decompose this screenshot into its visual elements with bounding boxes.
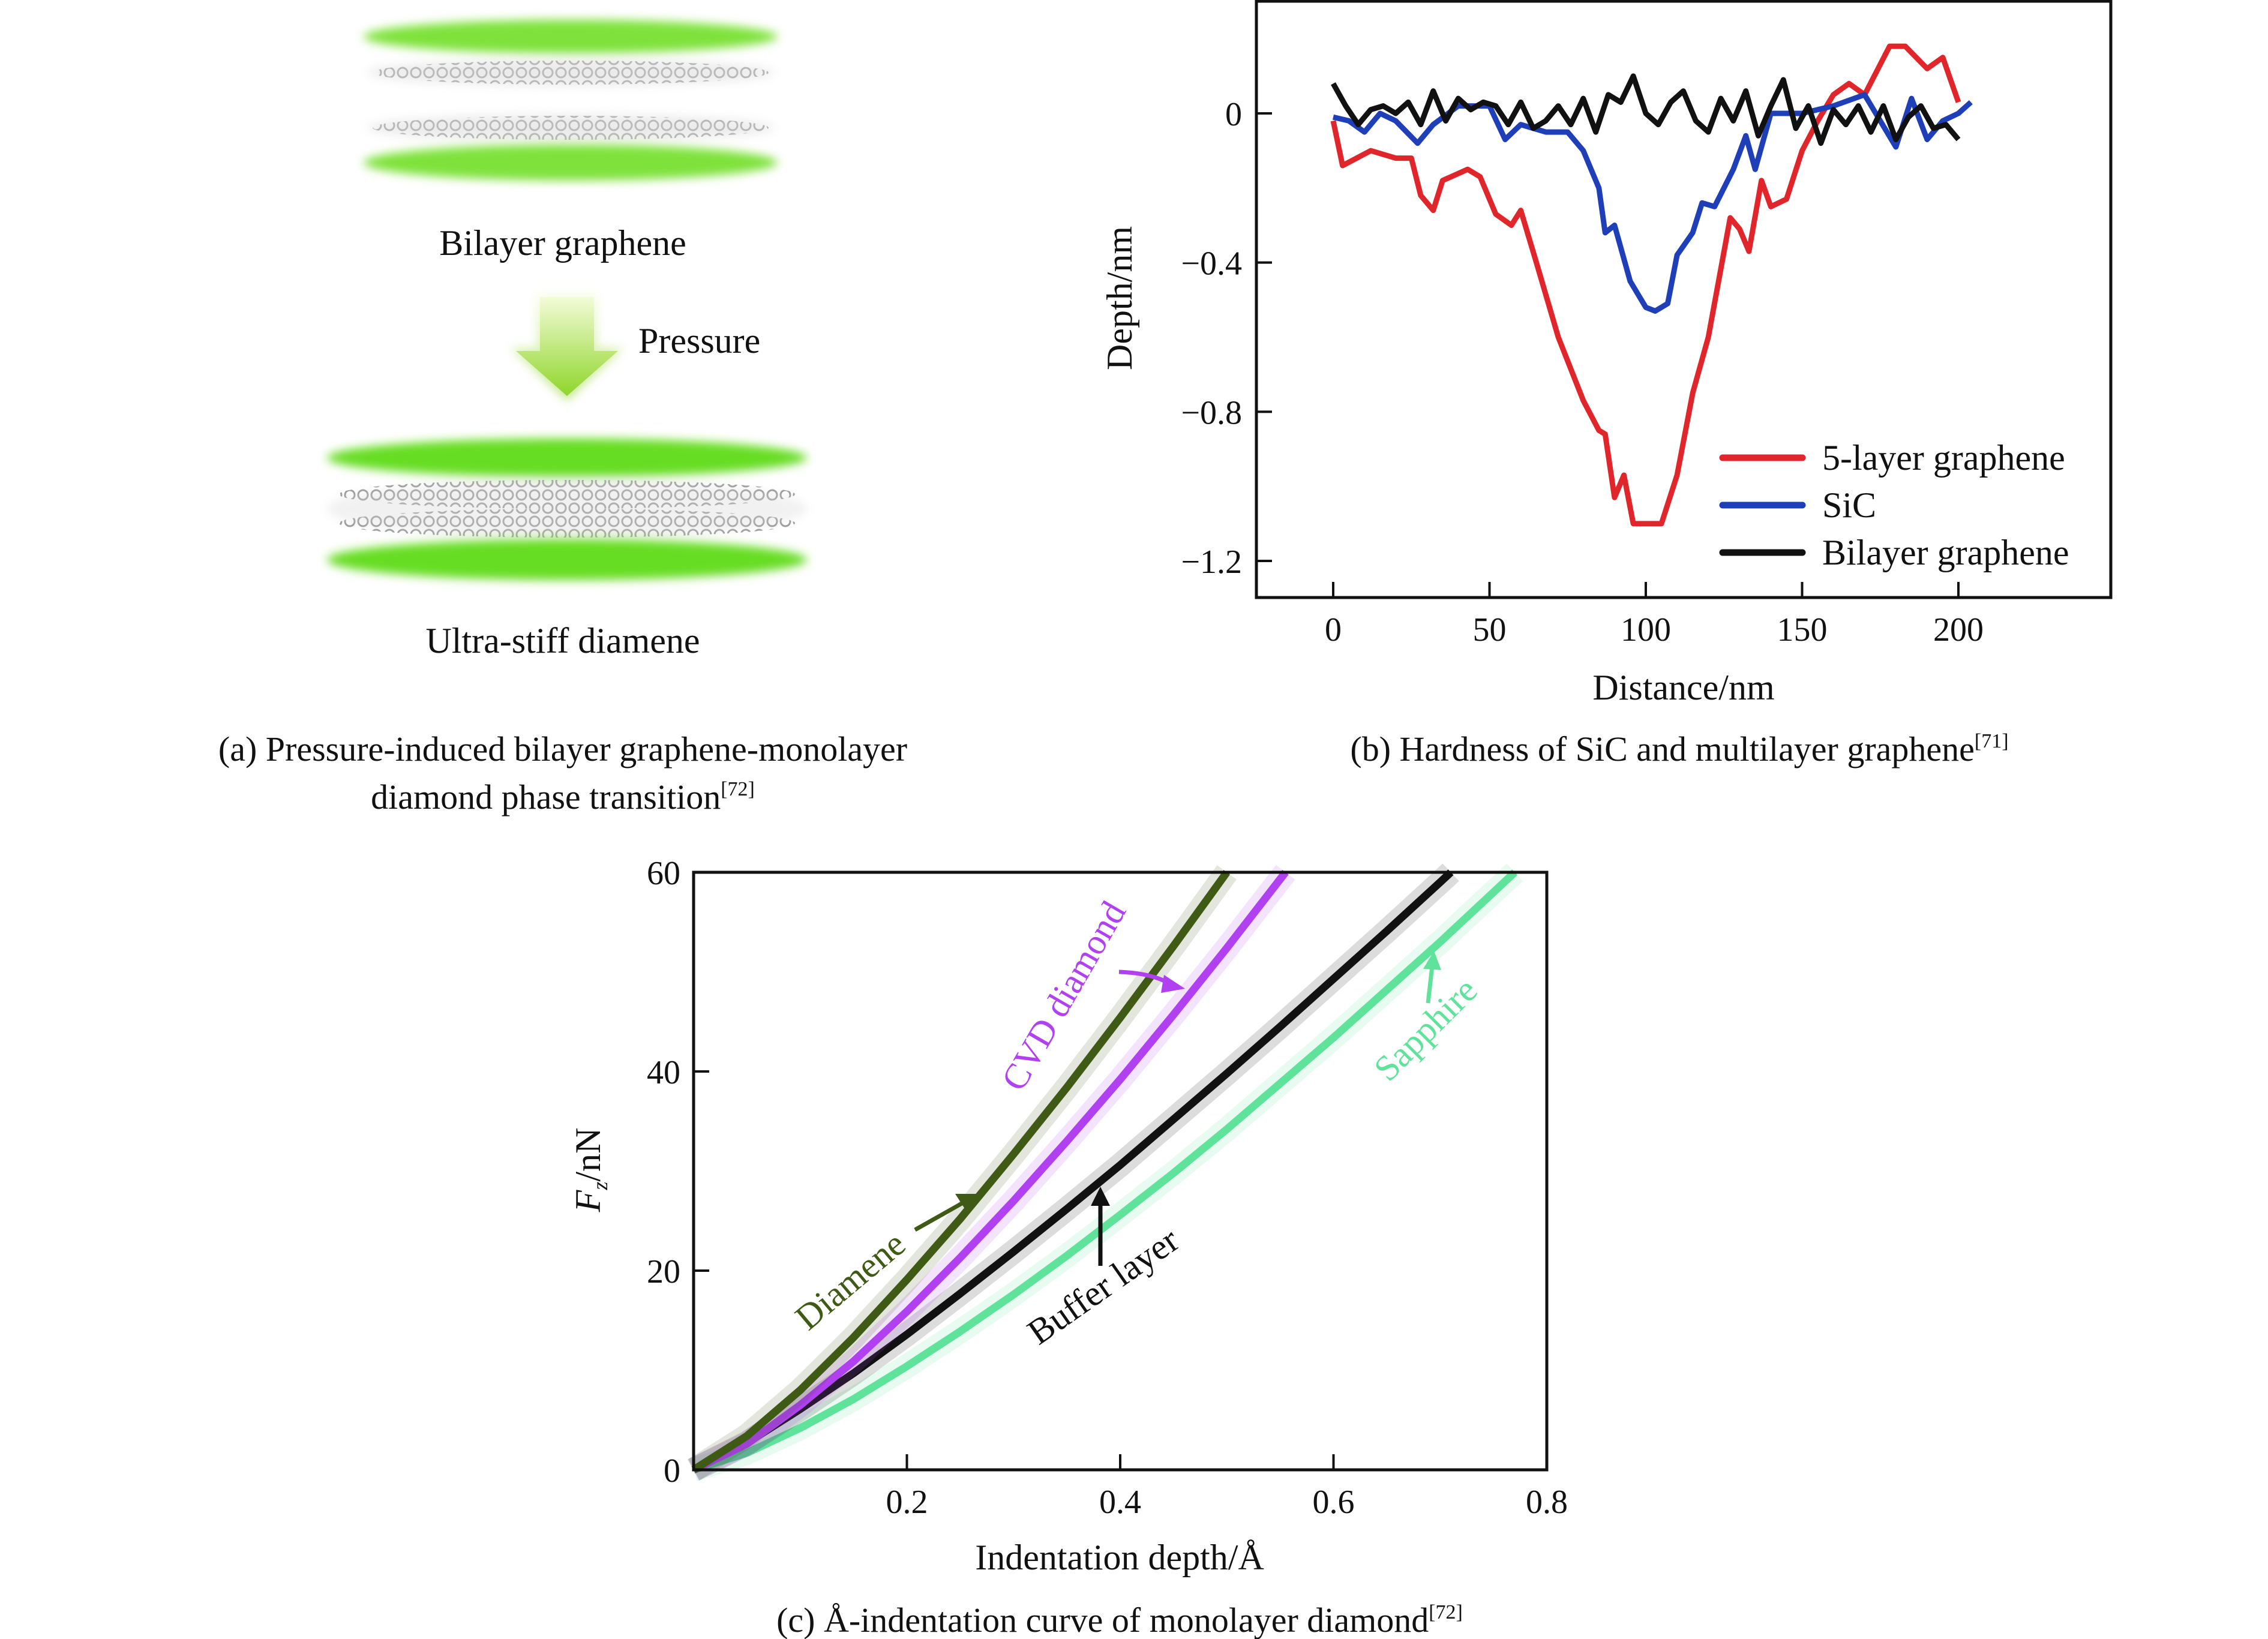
series-line-sapphire	[692, 869, 1518, 1474]
x-tick-label: 200	[1933, 611, 1984, 649]
y-tick-label: 0	[664, 1452, 680, 1490]
panel-a-caption-line2: diamond phase transition[72]	[371, 778, 755, 817]
diamene-arrow-icon	[914, 1194, 979, 1232]
legend-label: SiC	[1822, 485, 1876, 525]
caption-text: diamond phase transition	[371, 778, 721, 817]
y-tick-label: −0.4	[1181, 245, 1242, 283]
pressure-label: Pressure	[638, 321, 760, 361]
x-tick-label: 0.4	[1099, 1484, 1141, 1521]
diamene-label: Ultra-stiff diamene	[425, 621, 700, 661]
caption-ref: [72]	[1429, 1601, 1463, 1623]
caption-ref: [72]	[721, 778, 755, 800]
y-tick-label: −1.2	[1181, 544, 1242, 581]
annotation-cvd-diamond: CVD diamond	[994, 894, 1133, 1097]
series-line-bilayer-graphene	[1331, 73, 1961, 146]
series-line-diamene-band	[687, 865, 1237, 1480]
x-axis-label: Distance/nm	[1592, 668, 1774, 707]
buffer-layer-arrow-icon	[1091, 1187, 1110, 1266]
y-tick-label: 20	[647, 1253, 680, 1290]
x-tick-label: 50	[1473, 611, 1507, 649]
series-line-sic	[1332, 92, 1973, 314]
cvd-diamond-arrow-icon	[1118, 969, 1185, 993]
legend-label: 5-layer graphene	[1822, 438, 2065, 478]
y-tick-label: 0	[1225, 96, 1242, 133]
y-label-unit: /nN	[568, 1128, 608, 1182]
caption-text: (b) Hardness of SiC and multilayer graph…	[1350, 730, 1975, 769]
y-label-sub: z	[588, 1182, 612, 1191]
x-axis-label: Indentation depth/Å	[975, 1538, 1264, 1577]
plot-frame	[1255, 0, 2113, 599]
series-line-buffer-layer	[692, 869, 1454, 1473]
series-line-diamene	[691, 870, 1231, 1473]
panel-a: Bilayer graphene Pressure Ultra-stiff di…	[218, 20, 907, 817]
x-tick-label: 150	[1777, 611, 1828, 649]
bilayer-graphene-illustration	[364, 20, 778, 181]
series-line-5-layer-graphene	[1330, 43, 1961, 527]
panel-c-caption: (c) Å-indentation curve of monolayer dia…	[776, 1601, 1463, 1639]
y-tick-label: 60	[647, 855, 680, 892]
x-tick-label: 0	[1325, 611, 1342, 649]
diamene-illustration	[327, 439, 807, 580]
pressure-arrow-icon	[510, 294, 624, 401]
sapphire-arrow-icon	[1423, 951, 1441, 1004]
panel-a-caption-line1: (a) Pressure-induced bilayer graphene-mo…	[218, 730, 907, 769]
x-tick-label: 0.6	[1313, 1484, 1355, 1521]
x-tick-label: 0.2	[886, 1484, 928, 1521]
bilayer-graphene-label: Bilayer graphene	[439, 223, 686, 263]
y-tick-label: −0.8	[1181, 394, 1242, 431]
x-tick-label: 100	[1621, 611, 1671, 649]
caption-text: (c) Å-indentation curve of monolayer dia…	[776, 1601, 1429, 1639]
series-line-cvd-diamond	[692, 870, 1289, 1473]
panel-b-caption: (b) Hardness of SiC and multilayer graph…	[1350, 730, 2008, 769]
y-axis-label: Depth/nm	[1100, 226, 1139, 370]
panel-b-chart: 0 50 100 150 200 0 −0.4 −0.8 −1.2 5-layer graphe…	[1100, 0, 2113, 769]
x-tick-label: 0.8	[1526, 1484, 1568, 1521]
y-label-main: F	[568, 1189, 608, 1212]
legend-label: Bilayer graphene	[1822, 533, 2069, 572]
caption-ref: [71]	[1975, 730, 2009, 752]
y-axis-label: Fz/nN	[568, 1128, 612, 1213]
y-tick-label: 40	[647, 1054, 680, 1091]
